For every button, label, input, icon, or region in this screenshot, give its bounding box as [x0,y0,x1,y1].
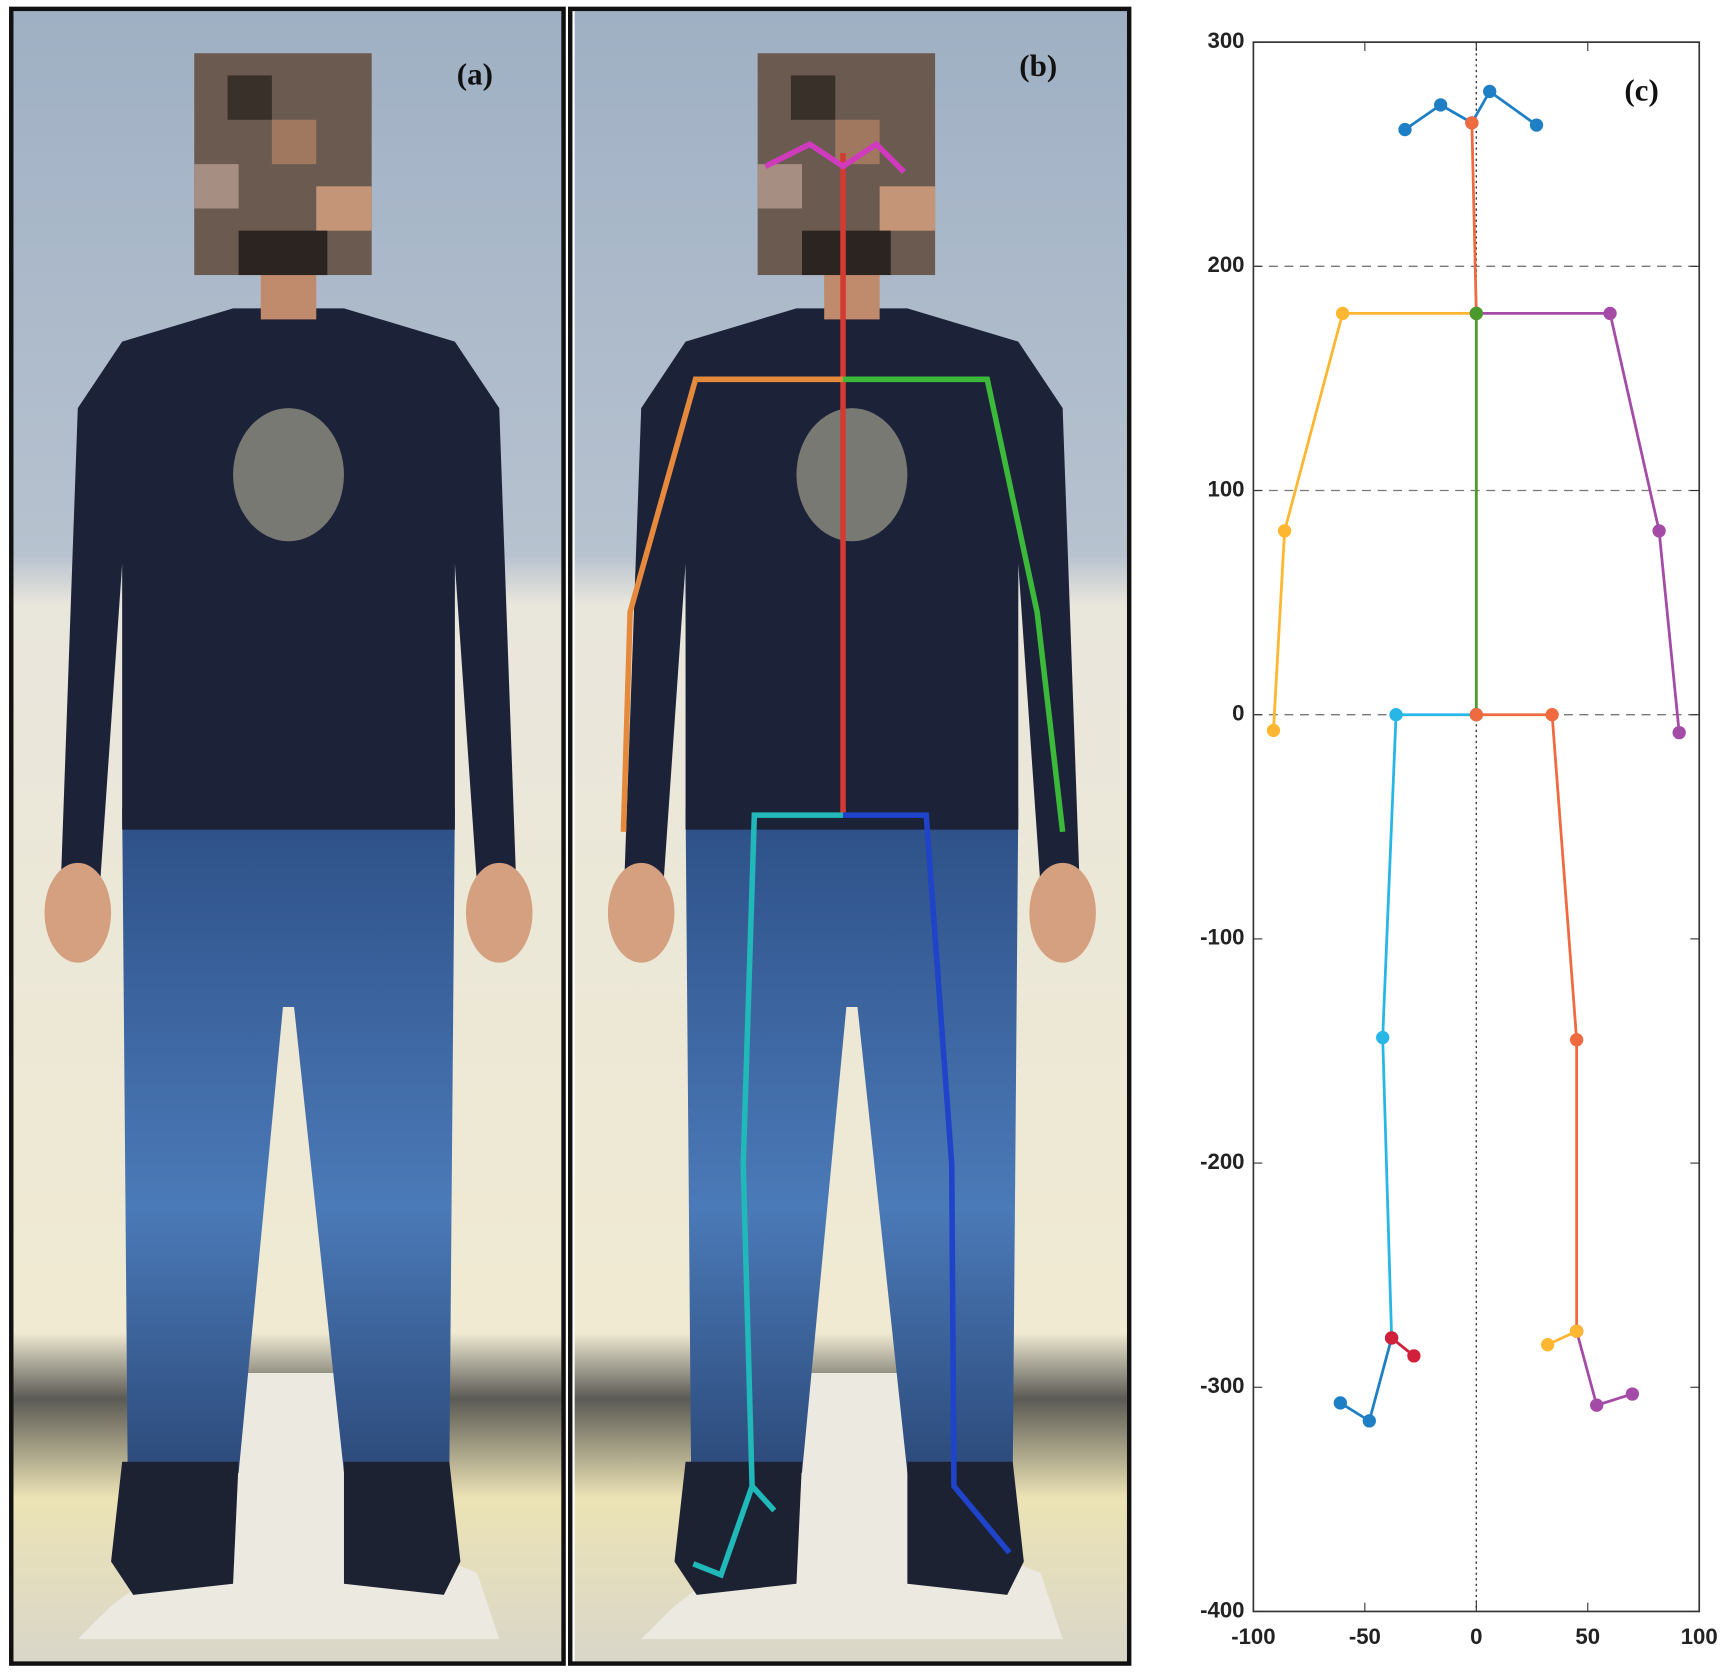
joint [1469,306,1483,321]
joint [1545,708,1559,722]
joint [1625,1387,1640,1401]
photo-a: (a) [9,6,566,1666]
x-tick-label: 50 [1575,1624,1600,1649]
joint [1433,98,1448,112]
joint [1384,1331,1399,1345]
joint [1465,116,1479,130]
y-tick-label: -100 [1200,925,1244,950]
panel-label: (b) [1019,48,1057,83]
skeleton-segment [1381,713,1477,1338]
joint [1266,723,1281,738]
joint [1398,122,1412,137]
x-tick-label: 100 [1681,1624,1718,1649]
chart: (c) -400 -300 -200 -100 0 100 200 300 -100 -50 0 50… [1200,28,1718,1649]
skeleton-segment [1476,713,1579,1332]
joint [1376,1030,1390,1045]
joint [1469,708,1483,722]
y-tick-label: -200 [1200,1149,1244,1174]
joint [1407,1349,1421,1363]
y-tick-label: 200 [1208,252,1245,277]
joint [1603,306,1617,321]
joint [1569,1033,1584,1047]
joint [1652,524,1666,538]
joint [1389,708,1403,722]
skeleton-segment [1476,312,1681,733]
joint [1540,1338,1555,1352]
y-tick-label: 300 [1208,28,1245,53]
skeleton-segment [1272,312,1477,731]
y-tick-label: 0 [1232,701,1244,726]
joint [1483,84,1497,99]
x-tick-label: -100 [1231,1624,1275,1649]
pose-overlay [620,140,1066,1579]
joint [1590,1398,1604,1412]
joint [1335,306,1350,321]
skeleton-segment [1470,122,1478,314]
y-tick-label: 100 [1208,476,1245,501]
joint [1672,725,1686,740]
joint [1529,118,1544,132]
joint [1569,1324,1584,1338]
x-tick-label: 0 [1470,1624,1482,1649]
joint [1333,1396,1347,1410]
chart-label: (c) [1624,72,1658,107]
joint [1362,1414,1376,1428]
joint [1277,524,1292,538]
y-tick-label: -400 [1200,1597,1244,1622]
y-tick-label: -300 [1200,1373,1244,1398]
photo-b: (b) [568,6,1132,1666]
panel-label: (a) [457,57,493,92]
x-tick-label: -50 [1349,1624,1381,1649]
